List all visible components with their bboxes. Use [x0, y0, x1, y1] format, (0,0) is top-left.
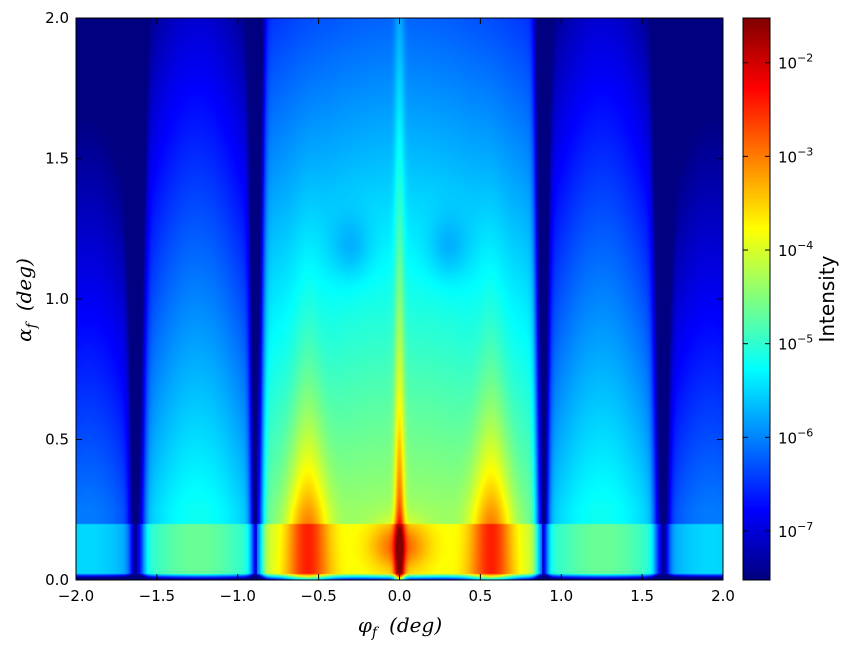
- y-axis-subscript: f: [24, 320, 40, 329]
- colorbar-tick-label: 10−4: [778, 239, 813, 260]
- x-tick-label: −0.5: [300, 587, 336, 605]
- heatmap: [76, 18, 723, 580]
- y-tick-label: 1.5: [45, 150, 69, 168]
- colorbar-tick-label: 10−2: [778, 52, 813, 73]
- colorbar-tick-label: 10−5: [778, 333, 813, 354]
- x-axis-label: φf (deg): [358, 613, 442, 641]
- x-tick-label: 0.0: [388, 587, 412, 605]
- y-tick-label: 2.0: [45, 9, 69, 27]
- y-tick-label: 0.0: [45, 571, 69, 589]
- colorbar: 10−7 10−6 10−5 10−4 10−3 10−2 Intensity: [742, 17, 839, 581]
- x-tick-label: −1.5: [139, 587, 175, 605]
- colorbar-label: Intensity: [815, 255, 839, 342]
- x-axis-subscript: f: [371, 625, 380, 641]
- x-tick-label: 0.5: [468, 587, 492, 605]
- y-tick-label: 0.5: [45, 431, 69, 449]
- colorbar-tick-label: 10−3: [778, 145, 813, 166]
- y-axis-label: αf (deg): [12, 258, 40, 342]
- x-tick-label: 1.5: [630, 587, 654, 605]
- x-tick-label: −2.0: [58, 587, 94, 605]
- colorbar-tick-label: 10−6: [778, 426, 813, 447]
- colorbar-gradient: [742, 17, 771, 581]
- y-axis-symbol: α: [12, 328, 36, 342]
- y-axis: 0.0 0.5 1.0 1.5 2.0: [45, 9, 723, 589]
- y-axis-unit: (deg): [12, 258, 36, 311]
- x-axis: −2.0 −1.5 −1.0 −0.5 0.0 0.5 1.0 1.5 2.0: [58, 18, 735, 605]
- x-axis-symbol: φ: [358, 613, 372, 637]
- colorbar-tick-label: 10−7: [778, 520, 813, 541]
- x-tick-label: −1.0: [220, 587, 256, 605]
- x-tick-label: 2.0: [711, 587, 735, 605]
- x-axis-unit: (deg): [389, 613, 442, 637]
- x-tick-label: 1.0: [549, 587, 573, 605]
- y-tick-label: 1.0: [45, 290, 69, 308]
